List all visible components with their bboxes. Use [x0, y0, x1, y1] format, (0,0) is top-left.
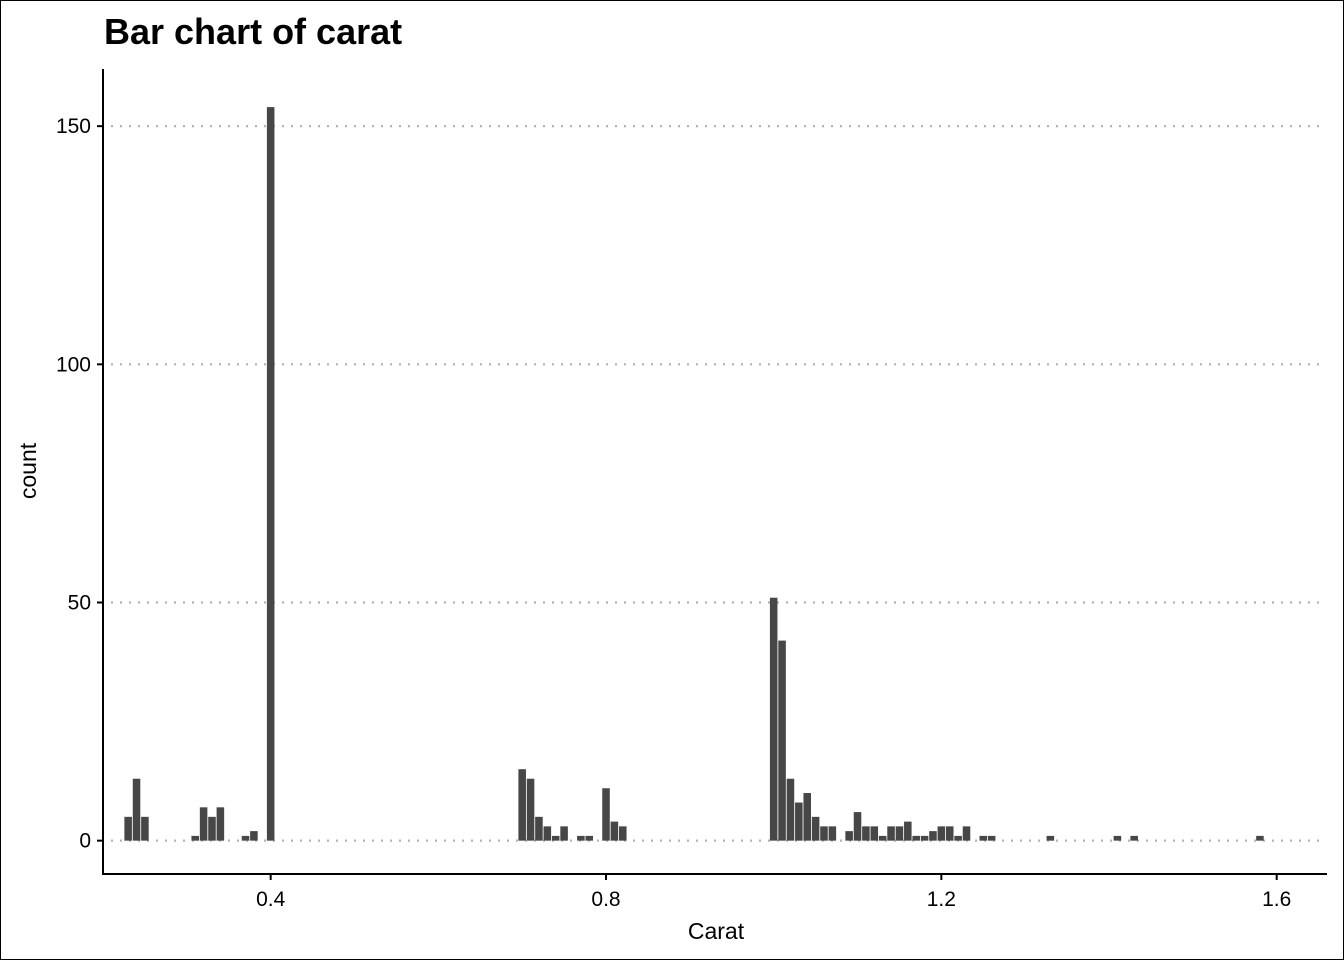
bar [795, 802, 803, 841]
gridlines [111, 125, 1325, 842]
bar [962, 826, 971, 841]
bar [870, 826, 879, 841]
bar [1256, 835, 1264, 841]
y-tick-label: 50 [68, 591, 91, 614]
bar [526, 778, 535, 841]
bar [769, 597, 778, 841]
bar [1046, 835, 1055, 841]
y-tick-label: 0 [79, 830, 91, 853]
y-tick-label: 150 [56, 115, 91, 138]
x-tick-label: 1.2 [927, 888, 956, 911]
bar [845, 831, 853, 841]
bar [1130, 835, 1138, 841]
bar [577, 835, 585, 841]
bar [920, 835, 929, 841]
y-axis-ticks: 0 50 100 150 [56, 115, 103, 853]
bar [945, 826, 954, 841]
bars [124, 107, 1264, 841]
bar [199, 807, 208, 841]
bar [191, 835, 199, 841]
chart-title: Bar chart of carat [104, 11, 402, 52]
bar [878, 835, 887, 841]
bar [929, 831, 937, 841]
bar [124, 816, 132, 841]
bar [535, 816, 543, 841]
bar [619, 826, 627, 841]
x-tick-label: 0.4 [256, 888, 286, 911]
bar [560, 826, 568, 841]
bar [266, 107, 275, 841]
x-tick-label: 0.8 [591, 888, 620, 911]
bar [216, 807, 225, 841]
bar [828, 826, 837, 841]
bar [820, 826, 828, 841]
bar [610, 821, 619, 841]
x-axis-ticks: 0.4 0.8 1.2 1.6 [256, 874, 1291, 911]
bar [811, 816, 820, 841]
bar [602, 788, 610, 841]
bar [518, 769, 526, 841]
bar [862, 826, 870, 841]
bar [987, 835, 996, 841]
bar [979, 835, 988, 841]
bar [208, 816, 216, 841]
bar [904, 821, 912, 841]
bar [912, 835, 920, 841]
y-tick-label: 100 [56, 353, 91, 376]
bar [853, 812, 862, 841]
bar [895, 826, 904, 841]
bar [803, 793, 811, 841]
bar [786, 778, 795, 841]
bar [937, 826, 946, 841]
bar [1113, 835, 1122, 841]
bar [543, 826, 552, 841]
x-tick-label: 1.6 [1262, 888, 1291, 911]
bar [551, 835, 560, 841]
bar [585, 835, 594, 841]
x-axis-title: Carat [688, 918, 745, 944]
bar [250, 831, 258, 841]
bar [887, 826, 895, 841]
y-axis-title: count [15, 442, 41, 499]
bar [132, 778, 141, 841]
bar [141, 816, 149, 841]
bar [954, 835, 962, 841]
bar [241, 835, 250, 841]
bar [778, 640, 786, 841]
